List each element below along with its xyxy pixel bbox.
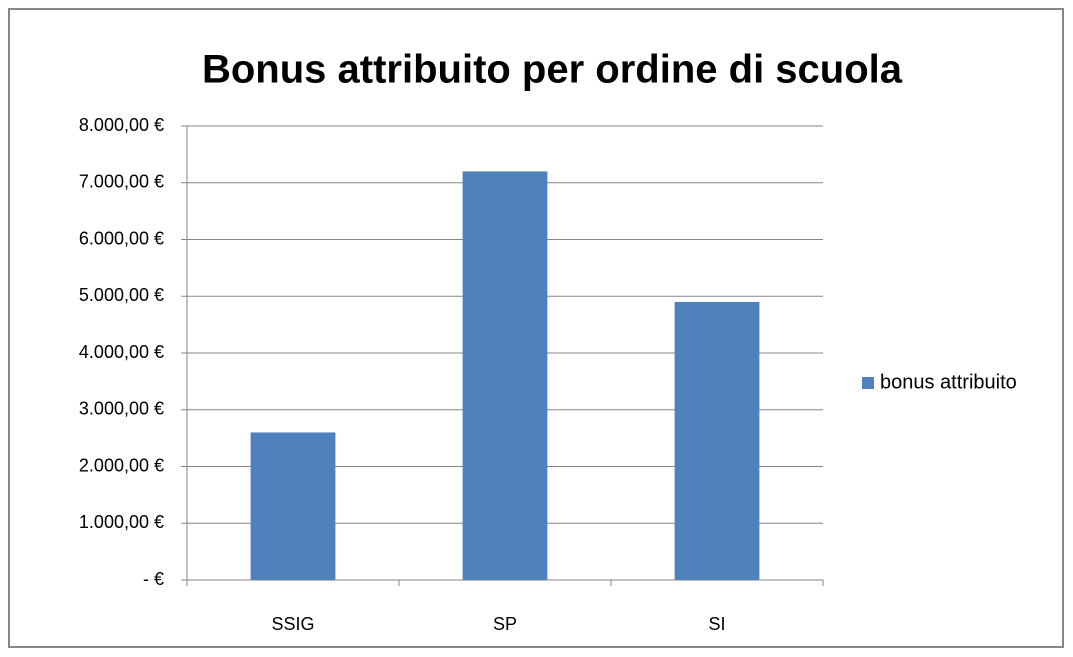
legend-swatch [862, 377, 874, 389]
x-tick-label: SSIG [271, 614, 314, 634]
y-tick-label: 3.000,00 € [79, 399, 164, 419]
y-tick-label: 6.000,00 € [79, 228, 164, 248]
bar [462, 171, 548, 580]
bar [674, 301, 760, 580]
y-tick-label: 5.000,00 € [79, 285, 164, 305]
y-tick-label: 7.000,00 € [79, 172, 164, 192]
chart-title: Bonus attribuito per ordine di scuola [202, 48, 903, 92]
y-tick-label: 2.000,00 € [79, 455, 164, 475]
y-tick-label: 4.000,00 € [79, 342, 164, 362]
legend-label: bonus attribuito [880, 371, 1017, 393]
x-tick-label: SI [708, 614, 725, 634]
x-tick-label: SP [493, 614, 517, 634]
y-tick-label: 1.000,00 € [79, 512, 164, 532]
bar [250, 432, 336, 580]
y-tick-label: 8.000,00 € [79, 115, 164, 135]
y-tick-label: - € [143, 569, 164, 589]
